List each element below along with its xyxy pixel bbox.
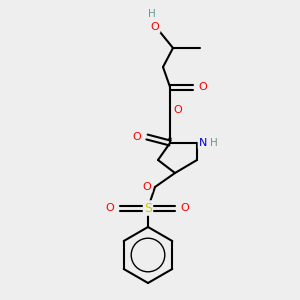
Text: H: H xyxy=(210,138,218,148)
Text: O: O xyxy=(133,132,141,142)
Text: O: O xyxy=(181,203,189,213)
Text: O: O xyxy=(106,203,114,213)
Text: S: S xyxy=(144,202,152,214)
Text: O: O xyxy=(151,22,159,32)
Text: O: O xyxy=(199,82,207,92)
Text: O: O xyxy=(142,182,152,192)
Text: H: H xyxy=(148,9,156,19)
Text: O: O xyxy=(174,105,182,115)
Polygon shape xyxy=(169,138,171,143)
Text: N: N xyxy=(199,138,207,148)
